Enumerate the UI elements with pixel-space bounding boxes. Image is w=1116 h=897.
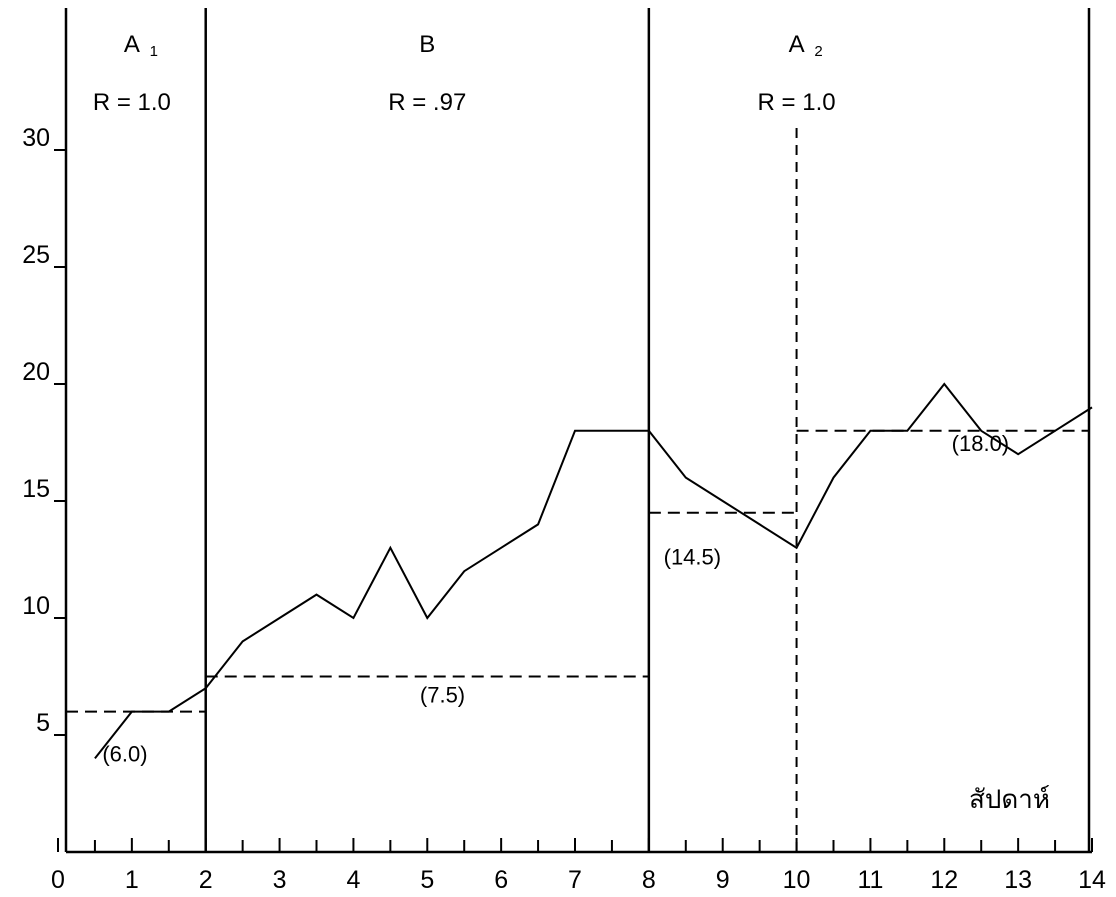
phase-r-value: R = 1.0 <box>93 89 171 116</box>
axes <box>54 8 1093 854</box>
x-axis-label: สัปดาห์ <box>969 784 1050 814</box>
series-line <box>94 382 1093 760</box>
phase-label: A <box>789 31 805 58</box>
x-tick-label: 5 <box>420 866 434 894</box>
phase-r-value: R = 1.0 <box>758 89 836 116</box>
phase-mean-label: (6.0) <box>102 742 147 767</box>
phase-mean-label: (18.0) <box>952 431 1009 456</box>
data-series <box>94 382 1093 760</box>
x-tick-label: 14 <box>1078 866 1106 894</box>
phase-label-subscript: 2 <box>814 43 822 60</box>
x-tick-label: 6 <box>494 866 508 894</box>
x-tick-label: 9 <box>716 866 730 894</box>
x-tick-label: 0 <box>51 866 65 894</box>
y-tick-label: 5 <box>36 709 50 737</box>
phase-label-subscript: 1 <box>150 43 158 60</box>
y-tick-label: 25 <box>22 241 50 269</box>
y-tick-label: 10 <box>22 592 50 620</box>
phase-label: B <box>419 31 435 58</box>
x-tick-label: 1 <box>125 866 139 894</box>
y-tick-label: 30 <box>22 124 50 152</box>
x-tick-label: 7 <box>568 866 582 894</box>
y-tick-label: 15 <box>22 475 50 503</box>
x-tick-label: 11 <box>857 866 883 894</box>
x-tick-label: 3 <box>273 866 287 894</box>
x-tick-label: 8 <box>642 866 656 894</box>
x-tick-label: 10 <box>783 866 811 894</box>
y-tick-label: 20 <box>22 358 50 386</box>
phase-label: A <box>124 31 140 58</box>
phase-mean-label: (7.5) <box>420 683 465 708</box>
phase-mean-label: (14.5) <box>664 545 721 570</box>
x-tick-label: 12 <box>930 866 958 894</box>
x-tick-label: 13 <box>1004 866 1032 894</box>
x-tick-label: 4 <box>346 866 360 894</box>
x-tick-label: 2 <box>199 866 213 894</box>
phase-mean-lines <box>66 429 1089 713</box>
phase-r-value: R = .97 <box>388 89 466 116</box>
